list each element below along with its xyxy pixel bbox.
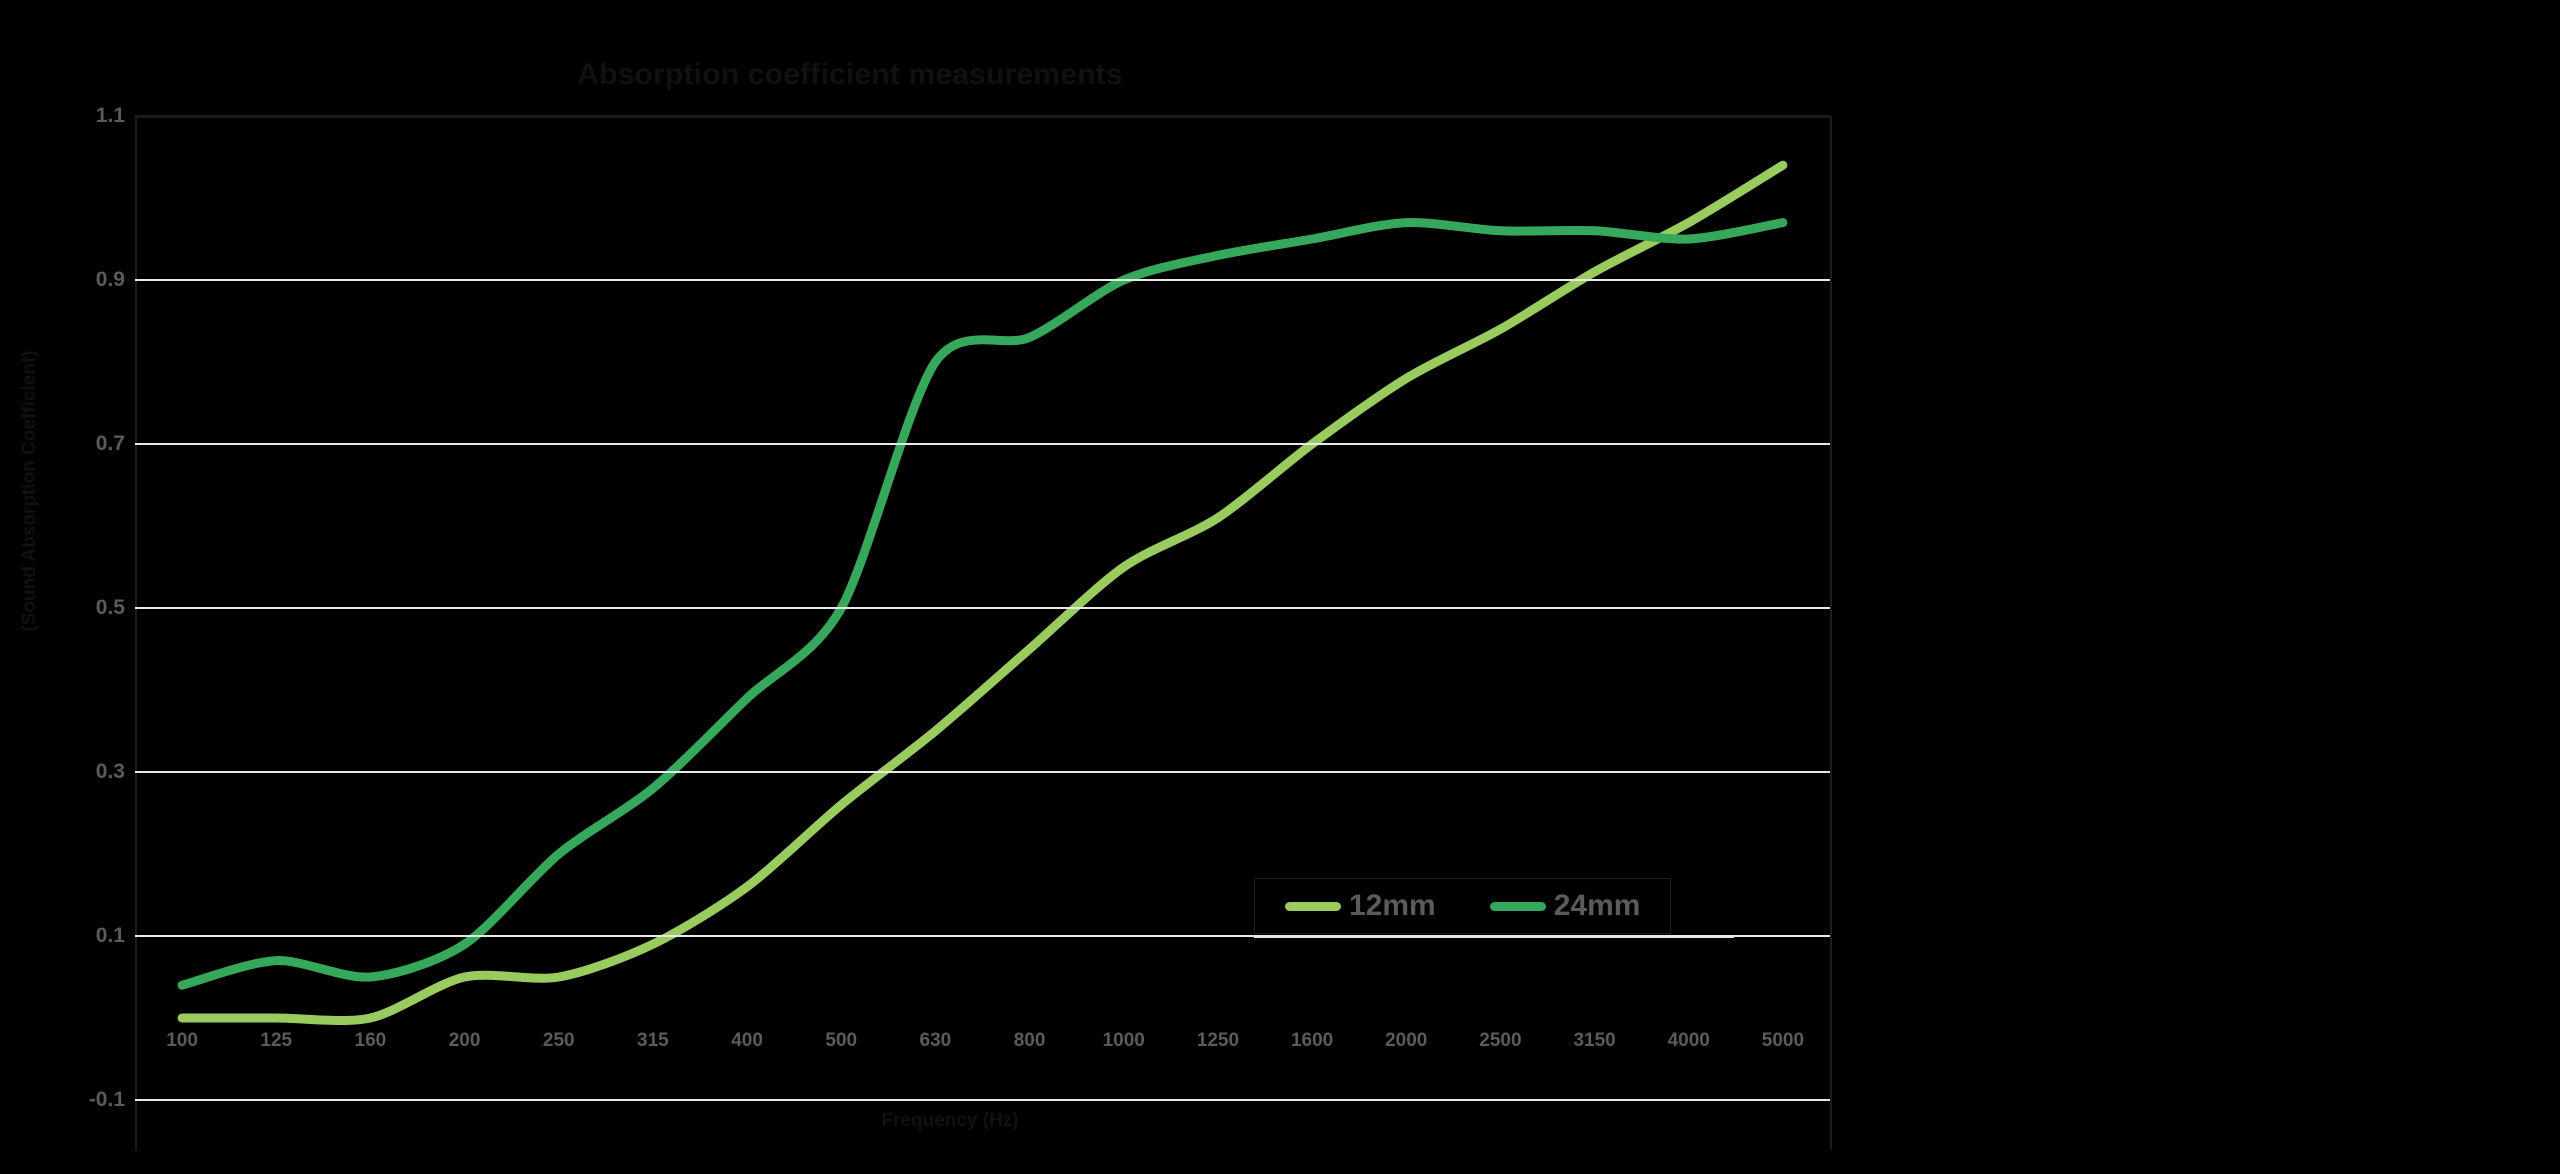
x-axis-tick-label: 1600 <box>1290 1030 1334 1051</box>
x-axis-tick-label: 250 <box>542 1030 575 1051</box>
x-axis-tick-label: 1000 <box>1102 1030 1145 1051</box>
legend-underline <box>1254 936 1734 938</box>
legend-label: 12mm <box>1349 889 1436 922</box>
y-axis-tick-label: 0.3 <box>95 760 125 783</box>
gridline <box>135 115 1830 118</box>
legend-item-12mm[interactable]: 12mm <box>1285 891 1436 921</box>
legend-swatch-icon <box>1489 901 1546 911</box>
x-axis-tick-labels: 100 125 160 200 250 315 400 500 630 800 1000 1250 16… <box>135 1030 1830 1064</box>
legend-item-24mm[interactable]: 24mm <box>1489 889 1641 922</box>
x-axis-tick-label: 2000 <box>1385 1030 1428 1051</box>
x-axis-tick-label: 2500 <box>1479 1030 1522 1051</box>
x-axis-tick-label: 200 <box>448 1030 481 1051</box>
gridline <box>135 1099 1830 1101</box>
y-axis-tick-label: -0.1 <box>88 1088 125 1111</box>
x-axis-tick-label: 100 <box>166 1030 198 1051</box>
y-axis-line <box>135 116 137 1150</box>
x-axis-tick-label: 4000 <box>1667 1030 1710 1051</box>
x-axis-tick-label: 630 <box>919 1030 952 1051</box>
x-axis-tick-label: 800 <box>1013 1030 1046 1051</box>
gridline <box>135 279 1830 281</box>
gridline <box>135 935 1830 937</box>
series-lines <box>177 160 1788 1026</box>
chart-legend[interactable]: 12mm 24mm <box>1254 878 1672 934</box>
gridline <box>135 771 1830 773</box>
gridline <box>135 607 1830 609</box>
plot-right-border <box>1830 116 1832 1150</box>
x-axis-tick-label: 400 <box>731 1030 763 1051</box>
y-axis-tick-label: 0.5 <box>95 596 125 619</box>
y-axis-tick-label: 0.9 <box>95 268 125 291</box>
x-axis-tick-label: 5000 <box>1761 1030 1805 1051</box>
y-axis-tick-label: 0.7 <box>95 432 125 455</box>
series-line-12mm <box>177 160 1788 1026</box>
y-axis-tick-labels: 1.1 0.9 0.7 0.5 0.3 0.1 -0.1 <box>30 0 125 1174</box>
line-chart: Absorption coefficient measurements (Sou… <box>19 0 1832 1174</box>
gridline <box>135 443 1830 445</box>
series-line-24mm <box>177 218 1788 990</box>
x-axis-tick-label: 500 <box>825 1030 858 1051</box>
y-axis-tick-label: 1.1 <box>95 104 125 127</box>
x-axis-tick-label: 125 <box>260 1030 293 1051</box>
x-axis-tick-label: 1250 <box>1196 1030 1240 1051</box>
plot-area <box>135 115 1830 1101</box>
x-axis-tick-label: 160 <box>354 1030 387 1051</box>
legend-label: 24mm <box>1553 889 1641 922</box>
chart-title: Absorption coefficient measurements <box>577 58 1123 91</box>
x-axis-tick-label: 3150 <box>1573 1030 1616 1051</box>
y-axis-tick-label: 0.1 <box>95 924 125 947</box>
legend-swatch-icon <box>1285 901 1341 911</box>
x-axis-title: Frequency (Hz) <box>881 1110 1019 1131</box>
x-axis-tick-label: 315 <box>637 1030 669 1051</box>
